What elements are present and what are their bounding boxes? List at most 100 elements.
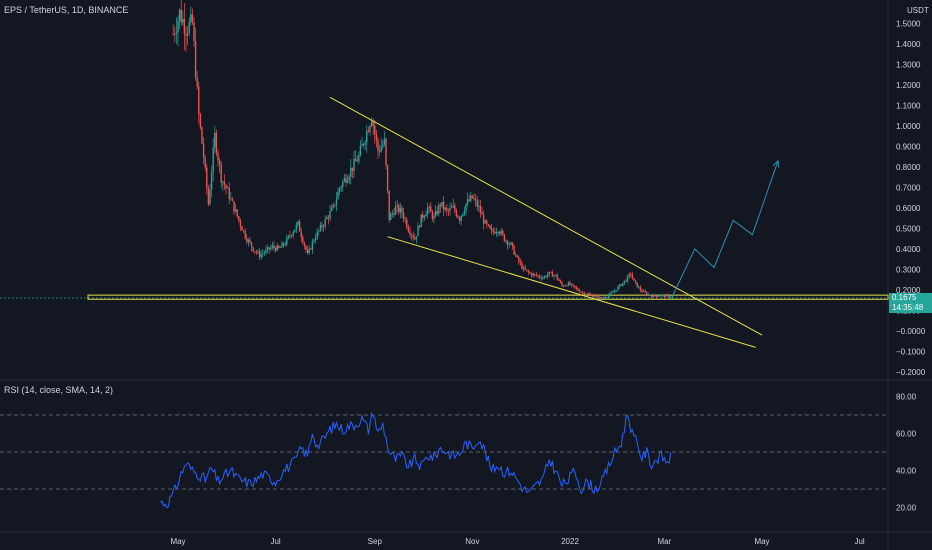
- candle-body: [265, 249, 267, 253]
- candle-body: [500, 230, 502, 234]
- candle-body: [313, 240, 315, 242]
- candle-body: [351, 167, 354, 171]
- candle-body: [646, 292, 648, 296]
- candle-body: [380, 147, 382, 152]
- price-tick-label: 1.5000: [896, 20, 921, 29]
- candle-body: [319, 225, 322, 231]
- candle-body: [278, 245, 280, 248]
- candle-body: [634, 280, 637, 283]
- trendline[interactable]: [329, 96, 763, 336]
- candle-body: [620, 284, 622, 286]
- candle-body: [529, 272, 531, 274]
- candle-body: [194, 41, 197, 78]
- price-tick-label: 0.5000: [896, 225, 921, 234]
- candle-body: [554, 274, 557, 276]
- candle-body: [474, 199, 477, 201]
- candle-body: [450, 207, 453, 209]
- candle-body: [362, 144, 365, 145]
- candle-body: [462, 213, 464, 216]
- candle-body: [326, 217, 328, 219]
- candle-body: [543, 276, 546, 279]
- candle-body: [298, 221, 301, 232]
- candle-body: [311, 241, 314, 250]
- candle-body: [226, 187, 229, 189]
- candle-body: [666, 294, 669, 296]
- candle-body: [582, 292, 584, 294]
- candle-body: [455, 210, 458, 217]
- candle-body: [372, 121, 374, 126]
- candle-body: [639, 287, 642, 291]
- candle-body: [626, 275, 629, 282]
- candle-body: [559, 280, 562, 283]
- candle-body: [566, 285, 568, 287]
- candle-body: [422, 214, 424, 218]
- candle-body: [609, 292, 611, 296]
- candle-body: [366, 130, 368, 143]
- candle-body: [270, 247, 272, 250]
- candle-body: [284, 244, 286, 246]
- candle-body: [367, 130, 370, 132]
- candle-body: [495, 232, 498, 234]
- time-tick-label: Jul: [270, 537, 280, 546]
- candle-body: [540, 277, 542, 279]
- candle-body: [262, 253, 264, 255]
- countdown-tag: 14:35:48: [889, 303, 932, 313]
- candle-body: [449, 207, 451, 211]
- candle-body: [586, 293, 589, 295]
- candle-body: [508, 244, 510, 246]
- rsi-tick-label: 60.00: [896, 430, 917, 439]
- candle-body: [628, 274, 630, 276]
- candle-body: [580, 292, 582, 293]
- candle-body: [434, 210, 437, 217]
- rsi-tick-label: 40.00: [896, 467, 917, 476]
- candle-body: [356, 161, 358, 162]
- candle-body: [588, 293, 590, 295]
- candle-body: [660, 294, 662, 296]
- candle-body: [334, 204, 336, 206]
- candle-body: [185, 33, 187, 36]
- candle-body: [212, 147, 214, 173]
- candle-body: [516, 255, 518, 258]
- candle-body: [638, 287, 640, 288]
- trendline[interactable]: [387, 236, 756, 348]
- candle-body: [393, 213, 395, 215]
- candle-body: [430, 206, 432, 212]
- rsi-title[interactable]: RSI (14, close, SMA, 14, 2): [4, 385, 114, 395]
- support-band-rect[interactable]: [87, 294, 889, 300]
- candle-body: [250, 242, 253, 248]
- candle-body: [308, 248, 310, 254]
- candle-body: [433, 216, 435, 219]
- candle-body: [550, 271, 552, 273]
- candle-body: [548, 271, 550, 275]
- candle-body: [236, 209, 238, 217]
- candle-body: [665, 294, 667, 297]
- candle-body: [530, 273, 533, 276]
- projection-polyline[interactable]: [671, 160, 779, 297]
- candle-body: [598, 296, 600, 299]
- candle-body: [561, 282, 563, 286]
- symbol-title[interactable]: EPS / TetherUS, 1D, BINANCE: [4, 5, 129, 15]
- candle-body: [670, 297, 672, 298]
- candle-body: [273, 245, 275, 248]
- candle-body: [186, 33, 189, 36]
- candle-body: [446, 207, 448, 211]
- candle-body: [662, 294, 664, 296]
- candle-body: [350, 167, 352, 177]
- candle-body: [447, 210, 450, 212]
- rsi-tick-label: 80.00: [896, 393, 917, 402]
- candle-body: [406, 219, 408, 228]
- candle-body: [487, 224, 490, 226]
- candle-body: [562, 285, 565, 287]
- candle-body: [310, 248, 312, 250]
- candle-body: [438, 204, 440, 214]
- candle-body: [623, 280, 626, 283]
- candle-body: [671, 296, 674, 298]
- candle-body: [614, 290, 616, 293]
- candle-body: [249, 239, 251, 243]
- candle-body: [490, 228, 493, 231]
- candle-body: [198, 86, 200, 115]
- candle-body: [239, 220, 242, 227]
- candle-body: [193, 22, 195, 42]
- candle-body: [470, 195, 472, 201]
